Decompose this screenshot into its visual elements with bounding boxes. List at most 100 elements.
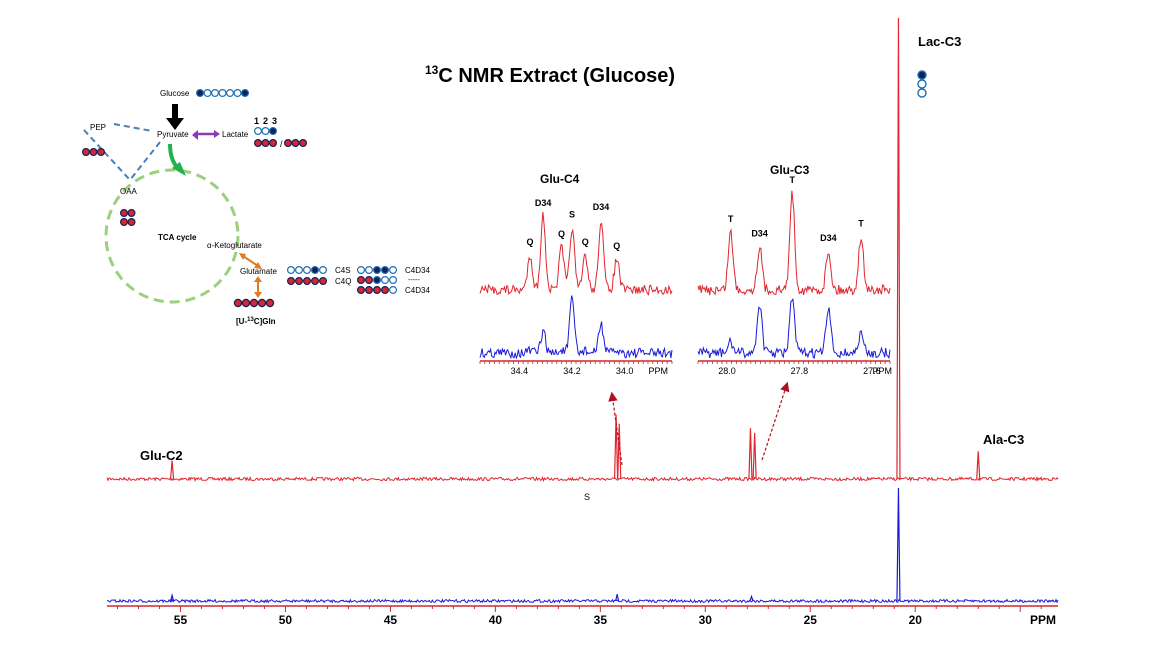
x-axis-label: PPM [1030, 613, 1056, 627]
label-tca: TCA cycle [158, 233, 197, 242]
pep-circles-circle-2 [96, 148, 105, 157]
glu-circles-circle-4 [389, 266, 398, 275]
x-tick-label-25: 25 [804, 613, 818, 627]
tca-cycle-ring [104, 168, 240, 304]
inset-peak-label-0: T [728, 214, 734, 224]
label-oaa: OAA [120, 187, 138, 196]
dash-pep-oaa [83, 129, 131, 181]
glu-circles-circle-4 [319, 266, 328, 275]
label-c4d34-b: C4D34 [405, 286, 430, 295]
glu-circles-circle-3 [311, 277, 320, 286]
arrow-head-akg [239, 253, 246, 260]
inset-peak-label-1: D34 [751, 228, 768, 238]
red-spectrum-peak-2 [617, 423, 622, 480]
dash-pyruvate-oaa [129, 141, 161, 181]
x-tick-label-20: 20 [909, 613, 923, 627]
glucose-circles-circle-4 [226, 88, 235, 97]
red-spectrum-peak-0 [169, 460, 175, 480]
glu-circles-circle-1 [295, 277, 304, 286]
glucose-circles-circle-6 [241, 88, 250, 97]
inset-peak-label-1: D34 [535, 198, 552, 208]
pep-circles-circle-0 [81, 148, 90, 157]
glu-circles-circle-2 [303, 266, 312, 275]
lactate-circles: / [254, 126, 308, 149]
lac-c3-circle-1 [917, 70, 927, 80]
inset-arrow-glu-c4 [608, 391, 623, 466]
inset-peak-label-4: Q [582, 237, 589, 247]
arrow-akg-glutamate [242, 255, 259, 267]
x-tick-label-55: 55 [174, 613, 188, 627]
x-tick-label-50: 50 [279, 613, 293, 627]
glu-circles-circle-2 [303, 277, 312, 286]
inset-tick-label: 34.4 [511, 366, 529, 376]
label-c4d34-a: C4D34 [405, 266, 430, 275]
label-akg: α-Ketoglutarate [207, 241, 262, 250]
blue-spectrum-peak-2 [749, 594, 754, 602]
label-pyruvate: Pyruvate [157, 130, 189, 139]
x-tick-label-35: 35 [594, 613, 608, 627]
gln-circles-circle-3 [257, 298, 267, 308]
glucose-circles-circle-0 [196, 88, 205, 97]
inset-peak-label-3: S [569, 210, 575, 220]
lactate-circles-circle-0 [254, 126, 263, 135]
x-tick-label-45: 45 [384, 613, 398, 627]
carbon-number-3: 3 [272, 116, 277, 126]
glu-circles-circle-4 [389, 286, 398, 295]
red-spectrum-peak-6 [976, 451, 981, 480]
label-ala-c3: Ala-C3 [983, 432, 1024, 447]
glutamate-isotopomer-circles [287, 266, 398, 295]
carbon-number-1: 1 [254, 116, 259, 126]
lactate-circles-circle-0 [254, 139, 263, 148]
inset-peak-label-0: Q [526, 237, 533, 247]
inset-peak-label-6: Q [613, 241, 620, 251]
inset-arrow-glu-c3 [761, 381, 790, 461]
glu-circles-circle-0 [357, 286, 366, 295]
inset-title: Glu-C3 [770, 163, 810, 177]
glu-circles-circle-2 [373, 276, 382, 285]
glu-circles-circle-0 [357, 266, 366, 275]
glu-circles-circle-1 [365, 286, 374, 295]
glu-circles-circle-1 [365, 276, 374, 285]
oaa-circles-circle-0 [119, 218, 128, 227]
label-c4q: C4Q [335, 277, 351, 286]
glucose-circles [196, 88, 250, 97]
inset-blue-spectrum [479, 295, 673, 360]
glu-circles-circle-4 [319, 277, 328, 286]
arrow-head-glutamate [254, 262, 262, 269]
label-dashes: ----- [408, 277, 420, 284]
red-spectrum-peak-4 [752, 432, 757, 480]
lactate-circles-circle-1 [291, 139, 300, 148]
inset-blue-spectrum [697, 297, 891, 360]
lac-c3-circle-2 [917, 79, 927, 89]
glu-circles-circle-1 [295, 266, 304, 275]
glu-circles-circle-1 [365, 266, 374, 275]
glu-circles-circle-0 [357, 276, 366, 285]
carbon-number-2: 2 [263, 116, 268, 126]
label-pep: PEP [90, 123, 106, 132]
inset-peak-label-2: Q [558, 229, 565, 239]
lactate-circles-circle-2 [269, 139, 278, 148]
red-spectrum-peak-1 [613, 414, 619, 480]
gln-circles-circle-0 [233, 298, 243, 308]
blue-spectrum-peak-1 [615, 594, 620, 602]
oaa-circles [119, 209, 136, 227]
oaa-circles-circle-1 [127, 218, 136, 227]
glu-circles-circle-3 [381, 266, 390, 275]
oaa-circles-circle-1 [127, 209, 136, 218]
arrow-glucose-pyruvate [166, 104, 184, 130]
glu-circles-circle-4 [389, 276, 398, 285]
glu-circles-circle-3 [381, 286, 390, 295]
lac-c3-circle-3 [917, 88, 927, 98]
dash-pep-pyruvate [113, 123, 153, 132]
blue-spectrum-peak-3 [896, 487, 901, 602]
label-c4s: C4S [335, 266, 351, 275]
inset-title: Glu-C4 [540, 172, 580, 186]
glu-circles-circle-0 [287, 266, 296, 275]
inset-tick-label: 34.0 [616, 366, 634, 376]
x-tick-label-30: 30 [699, 613, 713, 627]
gln-circles-circle-4 [265, 298, 275, 308]
glucose-circles-circle-1 [203, 88, 212, 97]
lactate-circles-circle-2 [269, 126, 278, 135]
